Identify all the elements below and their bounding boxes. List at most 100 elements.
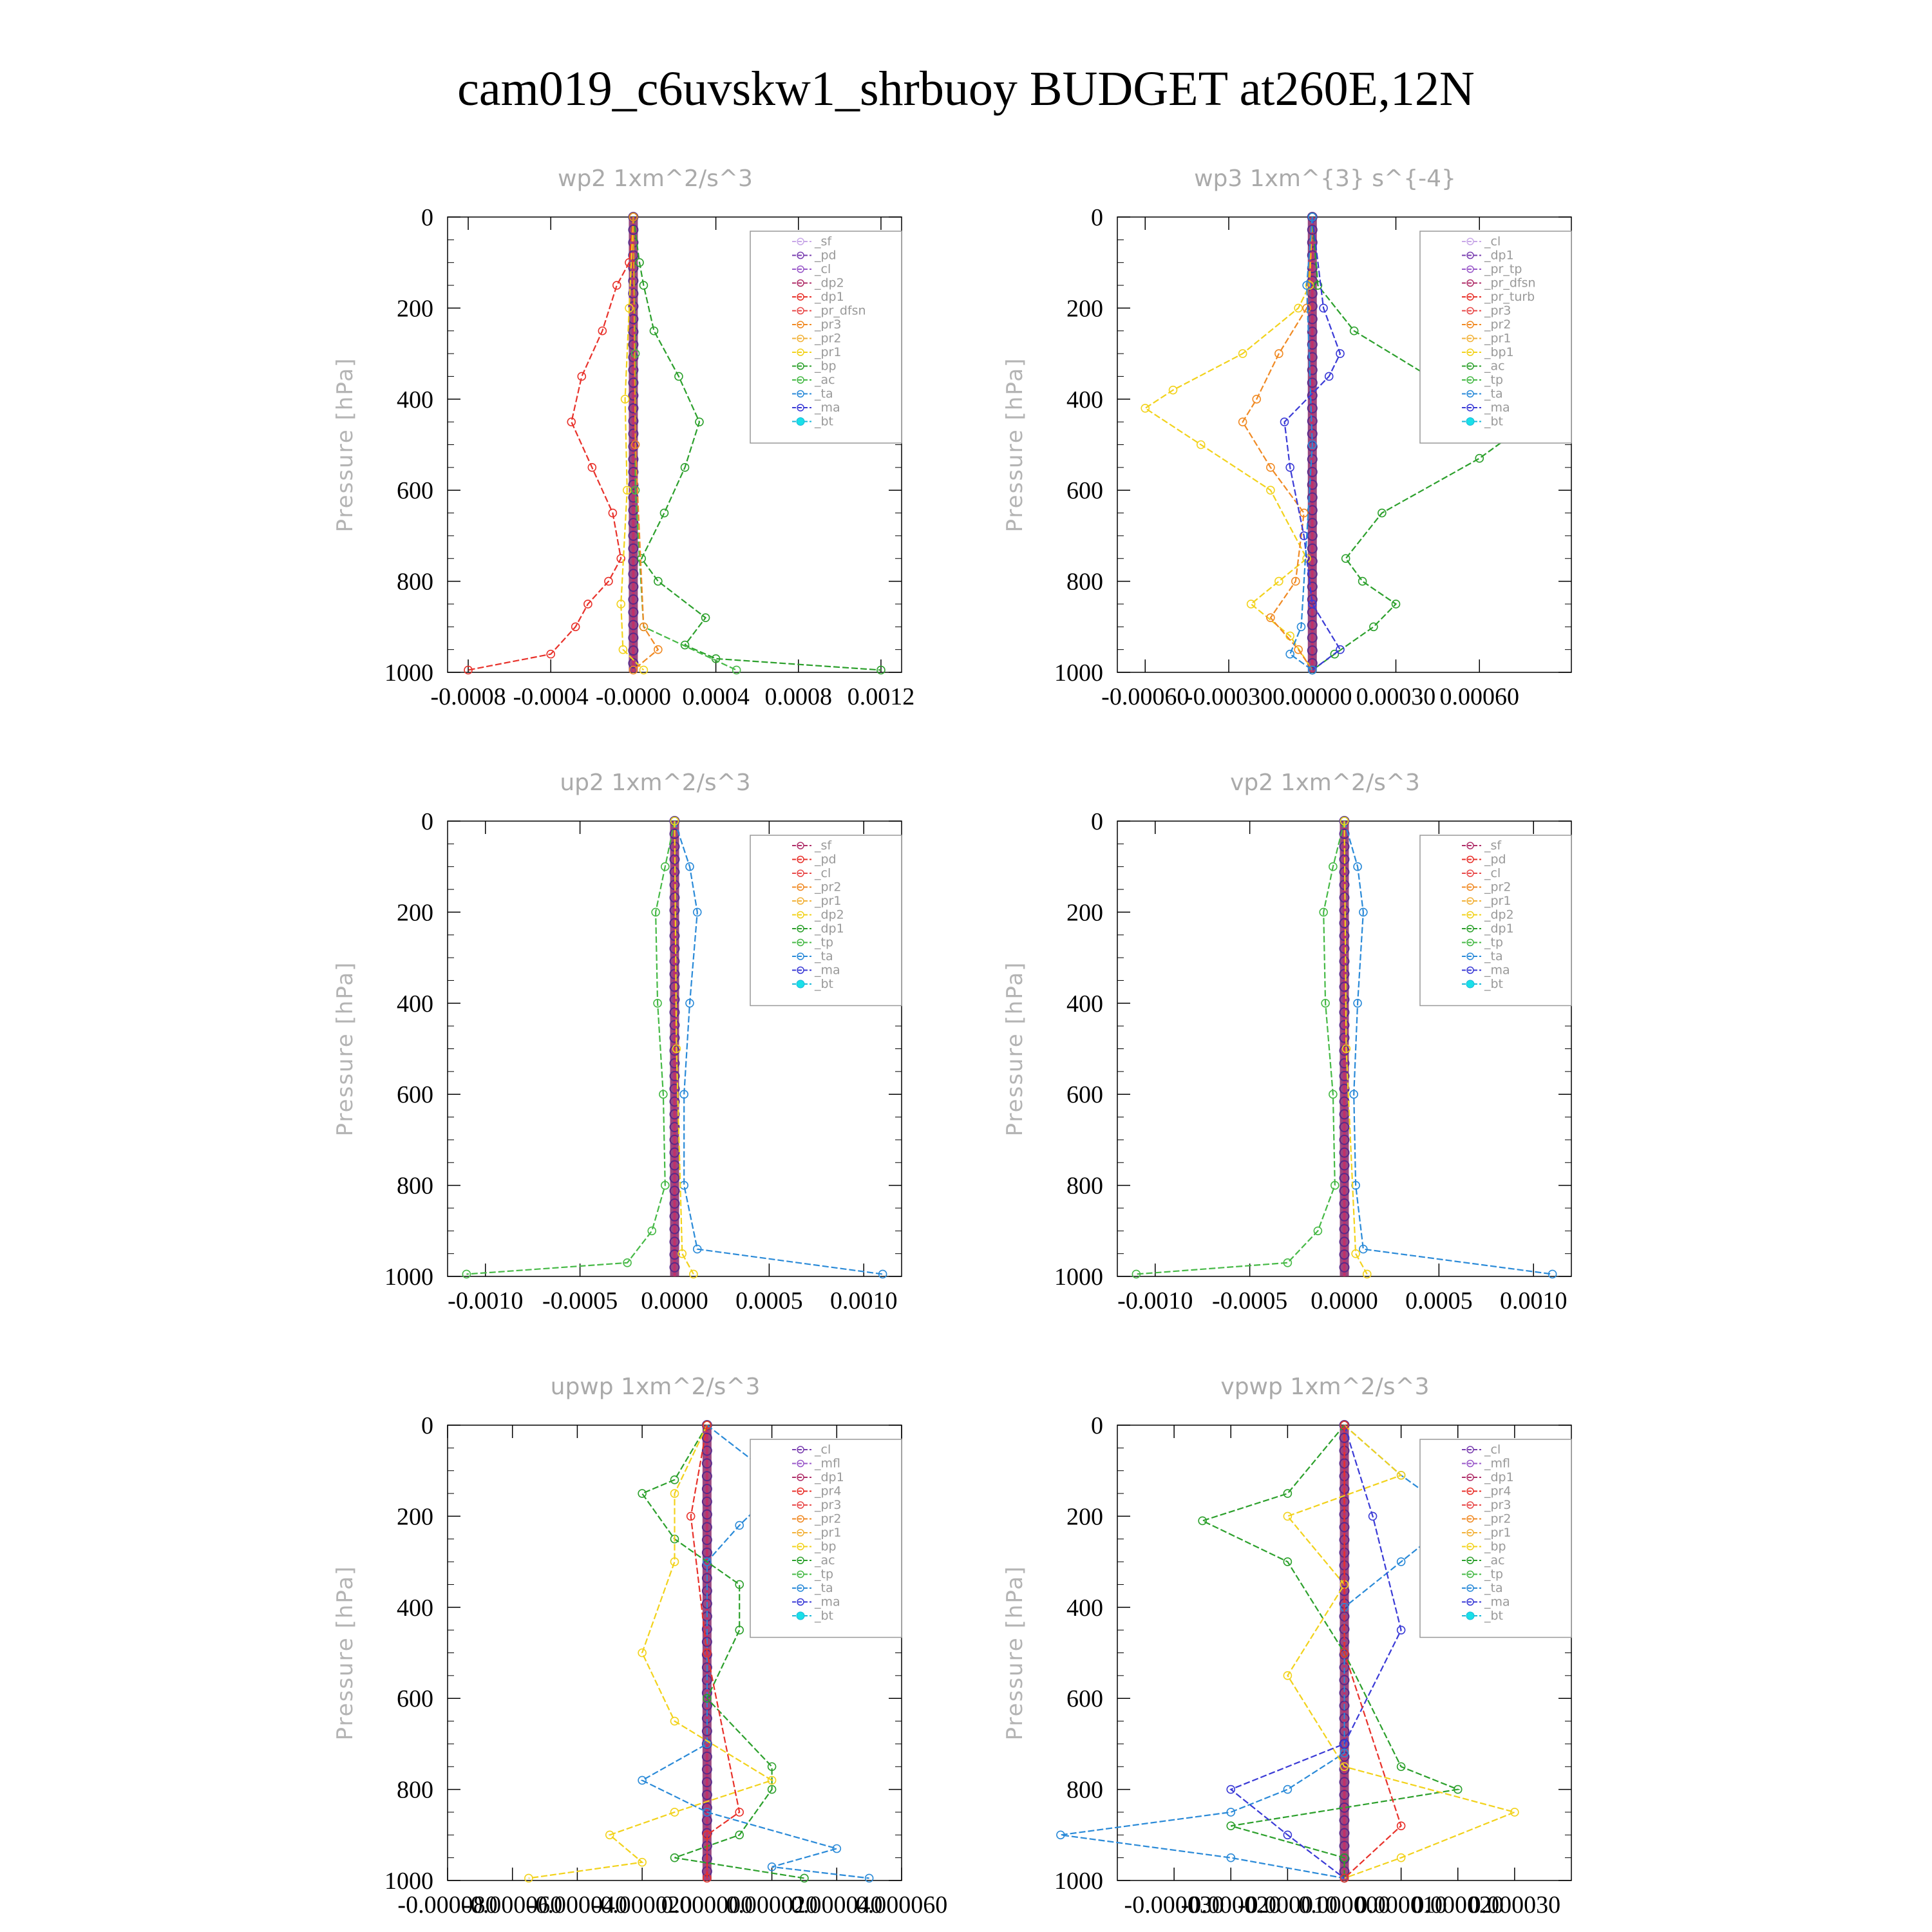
legend-entry: _cl	[1484, 234, 1501, 249]
near-zero-marker	[1307, 632, 1318, 643]
series-point	[1302, 281, 1311, 290]
legend-marker	[796, 417, 805, 426]
series-line-pr3	[632, 216, 659, 671]
legend-entry: _tp	[814, 936, 833, 950]
near-zero-marker	[669, 956, 680, 967]
near-zero-marker	[1339, 1738, 1350, 1749]
series-point	[464, 665, 473, 675]
near-zero-marker	[1339, 1236, 1350, 1247]
near-zero-marker	[1339, 994, 1350, 1005]
series-point	[1252, 394, 1262, 404]
near-zero-marker	[1339, 1211, 1350, 1222]
legend-entry: _bt	[814, 415, 833, 429]
near-zero-marker	[628, 339, 639, 350]
y-tick-label: 200	[1066, 1503, 1103, 1530]
y-tick-label: 800	[397, 1777, 433, 1804]
series-line-pr4	[690, 1425, 741, 1879]
series-point	[1475, 453, 1484, 463]
near-zero-marker	[1339, 892, 1350, 903]
x-tick-label: 0.000020	[726, 1891, 818, 1918]
near-zero-marker	[701, 1777, 712, 1788]
y-tick-label: 200	[397, 1503, 433, 1530]
series-point	[1266, 463, 1275, 472]
near-zero-marker	[1339, 1764, 1350, 1775]
panel-1: wp2 1xm^2/s^3 Pressure [hPa] 0 200 400 600 800…	[332, 166, 914, 710]
legend-marker	[797, 1529, 804, 1537]
series-point	[1330, 649, 1340, 659]
near-zero-marker	[1307, 352, 1318, 363]
legend-entry: _pr3	[814, 317, 841, 332]
legend-marker	[797, 1570, 804, 1578]
y-tick-label: 200	[397, 899, 433, 926]
legend-marker	[1466, 251, 1474, 260]
series-point	[1391, 600, 1401, 609]
y-axis-label: Pressure [hPa]	[332, 1566, 358, 1741]
series-point	[1294, 303, 1303, 313]
legend-entry: _dp1	[814, 1470, 844, 1484]
near-zero-marker	[669, 1147, 680, 1158]
series-point	[767, 1862, 777, 1871]
legend-marker	[797, 321, 804, 328]
series-point	[1510, 1808, 1519, 1817]
y-tick-label: 0	[1091, 204, 1103, 231]
near-zero-marker	[701, 1522, 712, 1533]
near-zero-marker	[1339, 1058, 1350, 1069]
series-point	[1283, 1557, 1293, 1566]
series-point	[1238, 349, 1247, 358]
series-point	[685, 862, 694, 871]
series-point	[1324, 372, 1334, 381]
legend-entry: _ma	[814, 1595, 840, 1609]
series-point	[695, 417, 704, 426]
legend-marker	[1466, 1570, 1474, 1578]
legend-entry: _bt	[1484, 1609, 1503, 1623]
legend-marker	[797, 911, 804, 919]
y-tick-label: 800	[1066, 1777, 1103, 1804]
series-point	[1299, 508, 1309, 518]
series-point	[1340, 1739, 1349, 1748]
near-zero-marker	[1307, 466, 1318, 477]
panel-title: upwp 1xm^2/s^3	[551, 1374, 761, 1400]
series-point	[692, 907, 702, 917]
near-zero-marker	[701, 1790, 712, 1801]
series-point	[1336, 645, 1345, 654]
series-point	[1319, 907, 1328, 917]
near-zero-marker	[701, 1420, 712, 1430]
legend-entry: _pr_dfsn	[1484, 276, 1536, 290]
legend-entry: _pd	[1484, 853, 1506, 867]
legend-box	[1419, 231, 1572, 444]
near-zero-marker	[1339, 918, 1350, 929]
legend-entry: _dp1	[1484, 922, 1514, 936]
near-zero-marker	[1339, 931, 1350, 942]
series-point	[735, 1520, 744, 1530]
legend-marker	[1466, 911, 1474, 919]
series-line-bp	[641, 1425, 805, 1879]
near-zero-marker	[701, 1547, 712, 1558]
legend-marker	[1466, 980, 1475, 989]
series-point	[1313, 281, 1323, 290]
near-zero-marker	[628, 327, 639, 337]
series-point	[767, 1762, 777, 1772]
series-point	[732, 665, 741, 675]
series-point	[703, 1421, 712, 1430]
y-tick-label: 0	[1091, 808, 1103, 835]
near-zero-marker	[628, 402, 639, 413]
y-tick-label: 1000	[1054, 659, 1103, 687]
series-point	[1378, 508, 1387, 518]
series-point	[605, 1830, 614, 1840]
series-line-pr2	[1242, 216, 1313, 671]
legend-marker	[797, 1542, 804, 1551]
x-tick-label: 0.000020	[1412, 1891, 1504, 1918]
near-zero-marker	[1339, 1007, 1350, 1018]
near-zero-marker	[1307, 569, 1318, 580]
near-zero-marker	[701, 1458, 712, 1469]
near-zero-marker	[1339, 1522, 1350, 1533]
series-point	[1340, 1762, 1349, 1772]
legend-entry: _bp1	[1484, 345, 1514, 359]
near-zero-marker	[1339, 1262, 1350, 1273]
legend-entry: _ta	[1484, 949, 1503, 963]
near-zero-marker	[628, 454, 639, 465]
legend-entry: _pr1	[814, 1526, 841, 1540]
x-tick-label: -0.00030	[1185, 683, 1273, 710]
series-line-bp	[632, 216, 882, 671]
near-zero-marker	[701, 1751, 712, 1762]
